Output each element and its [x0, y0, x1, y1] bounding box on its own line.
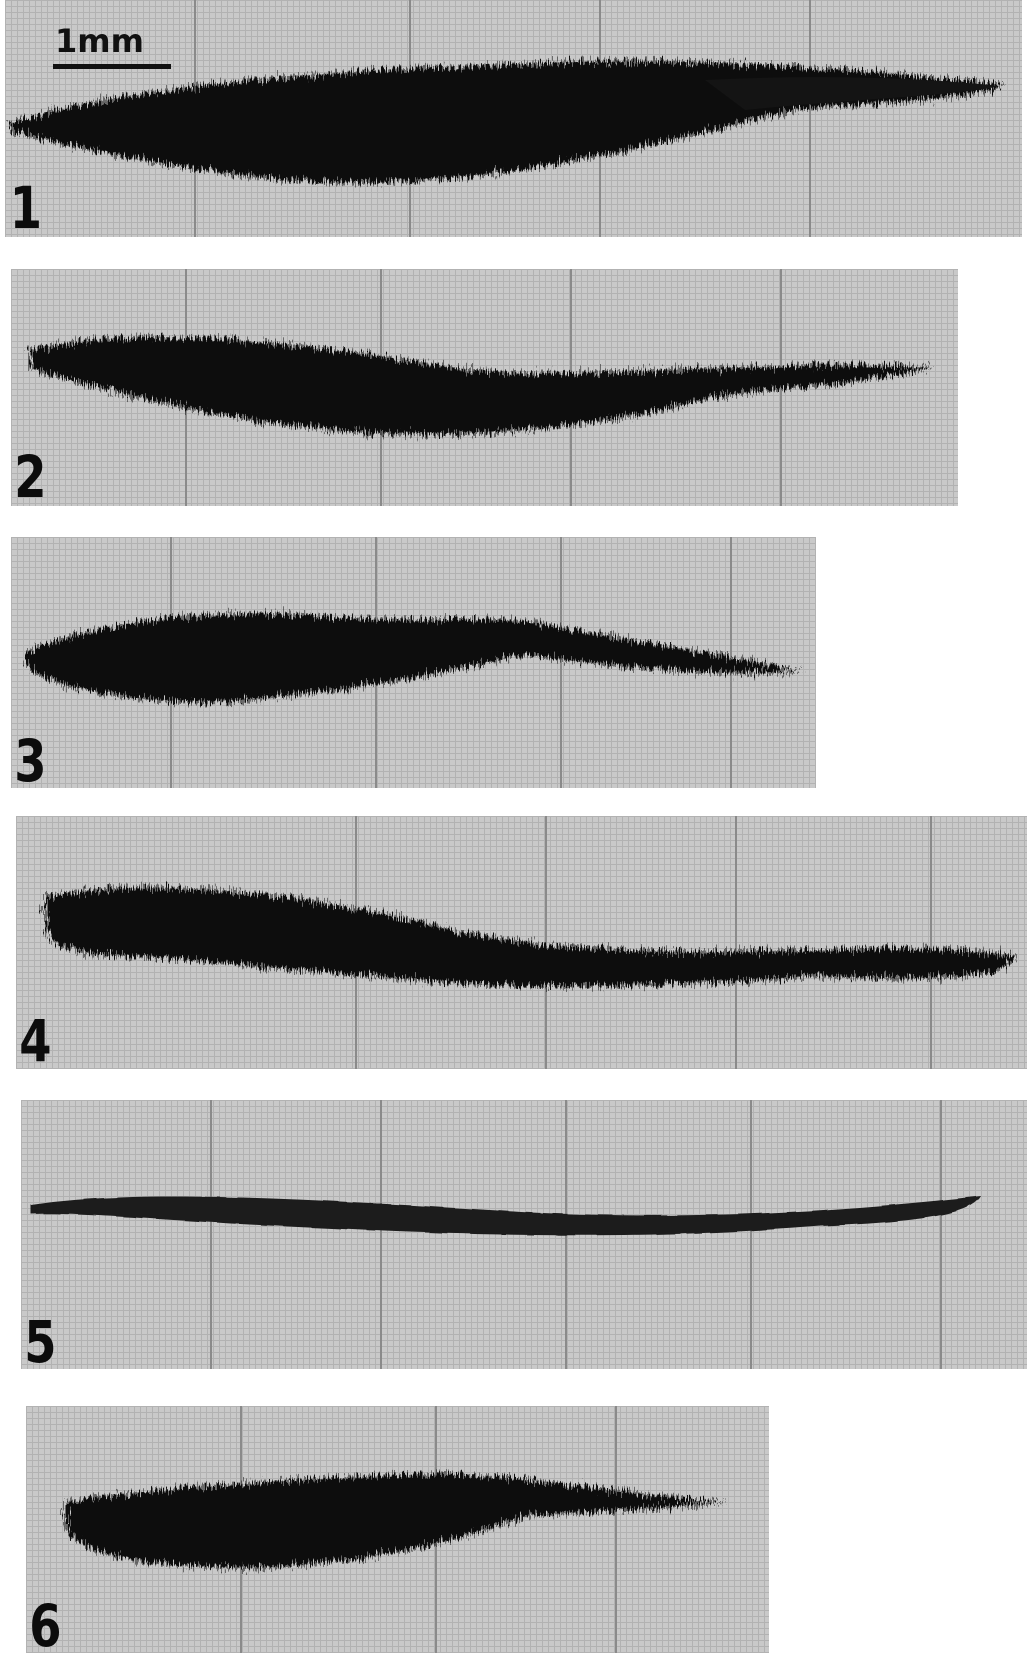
panel: 2 [11, 269, 958, 511]
panel: 5 [21, 1100, 1027, 1376]
root [26, 613, 801, 702]
panel-label: 3 [14, 728, 46, 795]
panel-label: 6 [29, 1593, 61, 1653]
root [31, 337, 931, 435]
panel-label: 4 [19, 1008, 51, 1075]
panel-label: 5 [24, 1309, 56, 1376]
root [66, 1474, 726, 1568]
scale-label: 1mm [55, 22, 144, 60]
panel: 1mm 1 [5, 0, 1022, 242]
root-tip [705, 77, 1000, 110]
panel-label: 1 [10, 175, 42, 242]
panel: 4 [16, 816, 1027, 1075]
panel: 6 [26, 1406, 769, 1653]
scale-bar [53, 64, 171, 69]
root [46, 887, 1016, 987]
panel: 3 [11, 537, 816, 795]
panel-label: 2 [14, 444, 46, 511]
root [31, 1196, 981, 1236]
